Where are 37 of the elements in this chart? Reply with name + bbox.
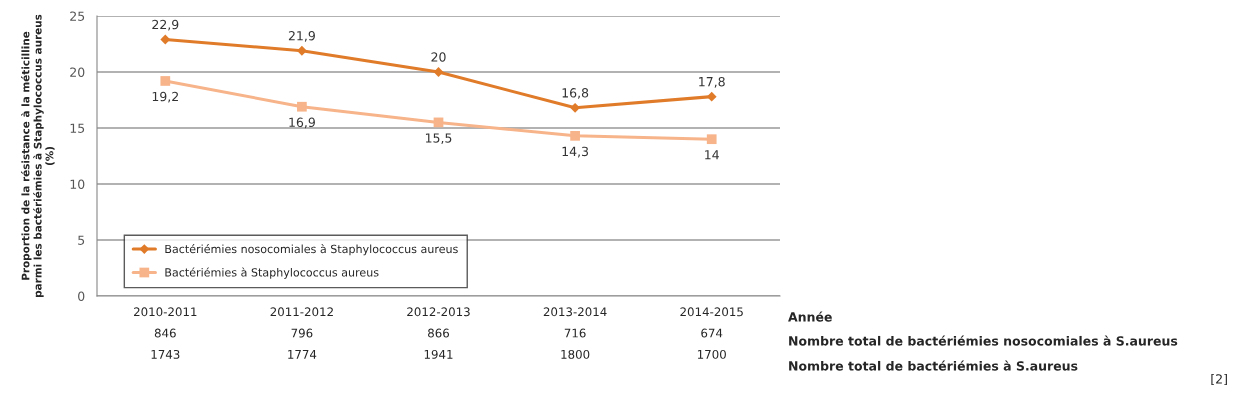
data-label: 21,9 xyxy=(288,31,315,42)
point xyxy=(706,91,717,102)
data-label: 17,8 xyxy=(699,76,725,88)
y-tick-label: 0 xyxy=(78,291,85,301)
data-label: 20 xyxy=(431,52,446,62)
x-tick-label: 2013-2014 716 1800 xyxy=(543,307,607,359)
text: [2] xyxy=(1211,373,1227,386)
data-label: 14,3 xyxy=(562,146,589,158)
point xyxy=(706,134,717,145)
data-label: 19,2 xyxy=(152,91,178,103)
y-axis-title: Proportion de la résistance à la méticilline parmi les bactériémies à Staphylococcus aureus (%) xyxy=(20,14,55,297)
y-tick-label: 5 xyxy=(78,235,85,245)
y-tick-label: 25 xyxy=(70,11,85,21)
x-tick-label: 2011-2012 796 1774 xyxy=(270,307,333,359)
point xyxy=(160,34,171,45)
x-tick-label: 2014-2015 674 1700 xyxy=(680,307,743,359)
point xyxy=(570,130,580,141)
x-tick-label: 2012-2013 866 1941 xyxy=(407,307,470,359)
legend-label: Bactériémies à Staphylococcus aureus xyxy=(165,267,379,279)
data-label: 22,9 xyxy=(152,19,179,31)
text: Nombre total de bactériémies à S.aureus xyxy=(789,360,1078,371)
x-tick-label: 2010-2011 846 1743 xyxy=(133,307,197,359)
point xyxy=(433,67,444,77)
text: Nombre total de bactériémies nosocomiales à S.aureus xyxy=(789,335,1178,346)
y-tick-label: 10 xyxy=(70,179,85,189)
data-label: 14 xyxy=(705,150,719,160)
point xyxy=(160,76,171,86)
legend-label: Bactériémies nosocomiales à Staphylococcus aureus xyxy=(165,244,458,256)
y-tick-label: 15 xyxy=(70,123,85,133)
y-tick-label: 20 xyxy=(70,67,85,77)
point xyxy=(296,45,307,56)
point xyxy=(570,102,581,113)
data-label: 15,5 xyxy=(425,133,452,144)
data-label: 16,8 xyxy=(562,88,589,99)
data-label: 16,9 xyxy=(289,117,315,129)
point xyxy=(297,101,307,112)
text: Année xyxy=(788,311,832,322)
